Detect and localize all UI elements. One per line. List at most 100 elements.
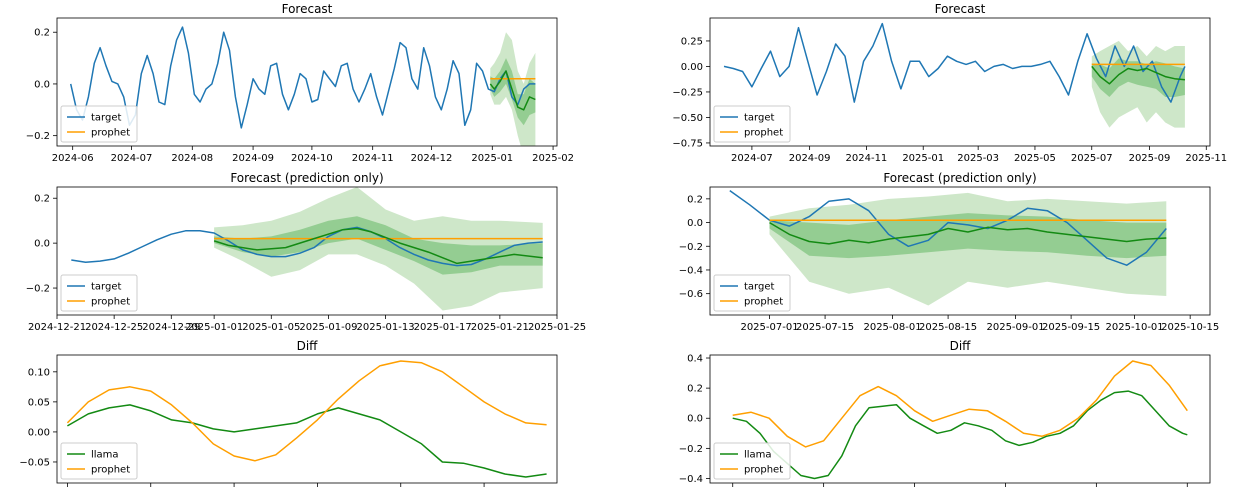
x-tick-label: 2025-01-17 — [414, 322, 472, 333]
y-tick-label: −0.4 — [679, 474, 703, 485]
series-line-prophet — [732, 360, 1188, 448]
plot-area — [71, 187, 543, 311]
legend: target prophet — [60, 274, 138, 312]
confidence-band — [214, 187, 543, 311]
x-tick-label: 2024-06 — [52, 153, 94, 164]
chart-prediction-left: −0.2 0.0 0.2 2024-12-21 2024-12-25 2024-12-29… — [26, 171, 586, 333]
x-tick-label: 2024-12 — [411, 153, 453, 164]
y-tick-label: 0.0 — [687, 218, 703, 229]
chart-title: Forecast — [935, 2, 986, 16]
series-line-target — [71, 226, 543, 267]
y-tick-label: 0.25 — [681, 36, 703, 47]
series-line-llama — [213, 227, 543, 265]
series-line-llama — [732, 390, 1188, 480]
y-tick-label: −0.50 — [672, 113, 703, 124]
x-tick-label: 2025-02 — [532, 153, 574, 164]
plot-area — [723, 22, 1186, 128]
legend-label-target: target — [91, 282, 121, 293]
series-line-llama — [769, 221, 1167, 245]
x-tick-label: 2025-01-25 — [528, 322, 586, 333]
legend-label-prophet: prophet — [91, 297, 130, 308]
plot-area — [732, 360, 1188, 480]
chart-title: Forecast — [282, 2, 333, 16]
x-tick-label: 2024-11 — [352, 153, 394, 164]
x-tick-label: 2025-01 — [471, 153, 513, 164]
series-line-llama — [1091, 65, 1185, 85]
chart-diff-left: −0.05 0.00 0.05 0.10 Diff llama prophet — [19, 339, 558, 487]
series-line-target — [723, 22, 1186, 103]
y-tick-label: 0.05 — [28, 397, 50, 408]
y-tick-label: −0.05 — [19, 457, 50, 468]
axes-frame — [709, 354, 1211, 484]
legend-label-llama: llama — [744, 450, 772, 461]
legend-box — [60, 442, 138, 480]
y-tick-label: −0.2 — [26, 131, 50, 142]
legend-label-prophet: prophet — [91, 128, 130, 139]
plot-area — [69, 26, 536, 146]
chart-forecast-left: −0.2 0.0 0.2 2024-06 2024-07 2024-08 2024-09 20… — [26, 2, 574, 164]
y-tick-label: −0.6 — [679, 289, 703, 300]
y-tick-label: 0.00 — [681, 62, 703, 73]
x-tick-label: 2025-01-13 — [357, 322, 415, 333]
x-tick-label: 2024-11 — [846, 153, 888, 164]
y-tick-label: 0.0 — [34, 239, 50, 250]
y-tick-label: 0.00 — [28, 427, 50, 438]
series-line-llama — [489, 70, 536, 111]
legend: target prophet — [60, 105, 138, 143]
chart-title: Diff — [297, 339, 319, 353]
chart-title: Diff — [950, 339, 972, 353]
legend-label-target: target — [744, 113, 774, 124]
x-tick-label: 2025-08-15 — [919, 322, 977, 333]
legend-box — [60, 105, 138, 143]
legend: target prophet — [713, 274, 791, 312]
axes-frame — [709, 186, 1211, 316]
y-tick-label: 0.0 — [687, 414, 703, 425]
legend-label-prophet: prophet — [744, 297, 783, 308]
y-tick-label: 0.2 — [34, 28, 50, 39]
axes-frame — [709, 17, 1211, 147]
legend-label-prophet: prophet — [744, 465, 783, 476]
x-tick-label: 2024-09 — [789, 153, 831, 164]
x-tick-label: 2025-05 — [1014, 153, 1056, 164]
legend: llama prophet — [60, 442, 138, 480]
x-tick-label: 2024-10 — [291, 153, 333, 164]
chart-title: Forecast (prediction only) — [230, 171, 383, 185]
x-tick-label: 2025-09-15 — [1042, 322, 1100, 333]
chart-forecast-right: −0.75 −0.50 −0.25 0.00 0.25 2024-07 2024-09 202… — [672, 2, 1227, 164]
plot-area — [66, 360, 547, 478]
series-line-prophet — [66, 360, 547, 462]
x-tick-label: 2025-09-01 — [986, 322, 1044, 333]
legend-label-prophet: prophet — [91, 465, 130, 476]
x-tick-label: 2025-07-15 — [796, 322, 854, 333]
legend: target prophet — [713, 105, 791, 143]
x-tick-label: 2025-08-01 — [863, 322, 921, 333]
legend: llama prophet — [713, 442, 791, 480]
x-tick-label: 2025-01-09 — [299, 322, 357, 333]
legend-box — [713, 105, 791, 143]
x-tick-label: 2024-09 — [232, 153, 274, 164]
x-tick-label: 2024-07 — [111, 153, 153, 164]
y-tick-label: −0.4 — [679, 265, 703, 276]
legend-label-target: target — [744, 282, 774, 293]
legend-label-llama: llama — [91, 450, 119, 461]
y-tick-label: 0.0 — [34, 79, 50, 90]
x-tick-label: 2025-03 — [957, 153, 999, 164]
legend-label-target: target — [91, 113, 121, 124]
confidence-band — [769, 213, 1167, 259]
x-tick-label: 2025-01-21 — [471, 322, 529, 333]
series-line-target — [69, 26, 536, 129]
legend-box — [713, 442, 791, 480]
y-tick-label: 0.2 — [34, 194, 50, 205]
confidence-band — [214, 216, 543, 275]
y-tick-label: 0.2 — [687, 384, 703, 395]
x-tick-label: 2025-07-01 — [740, 322, 798, 333]
y-tick-label: −0.25 — [672, 87, 703, 98]
x-tick-label: 2024-12-29 — [142, 322, 200, 333]
y-tick-label: −0.2 — [679, 242, 703, 253]
y-tick-label: 0.4 — [687, 354, 703, 365]
axes-frame — [56, 17, 558, 147]
legend-box — [60, 274, 138, 312]
x-tick-label: 2024-08 — [171, 153, 213, 164]
x-tick-label: 2025-01 — [902, 153, 944, 164]
